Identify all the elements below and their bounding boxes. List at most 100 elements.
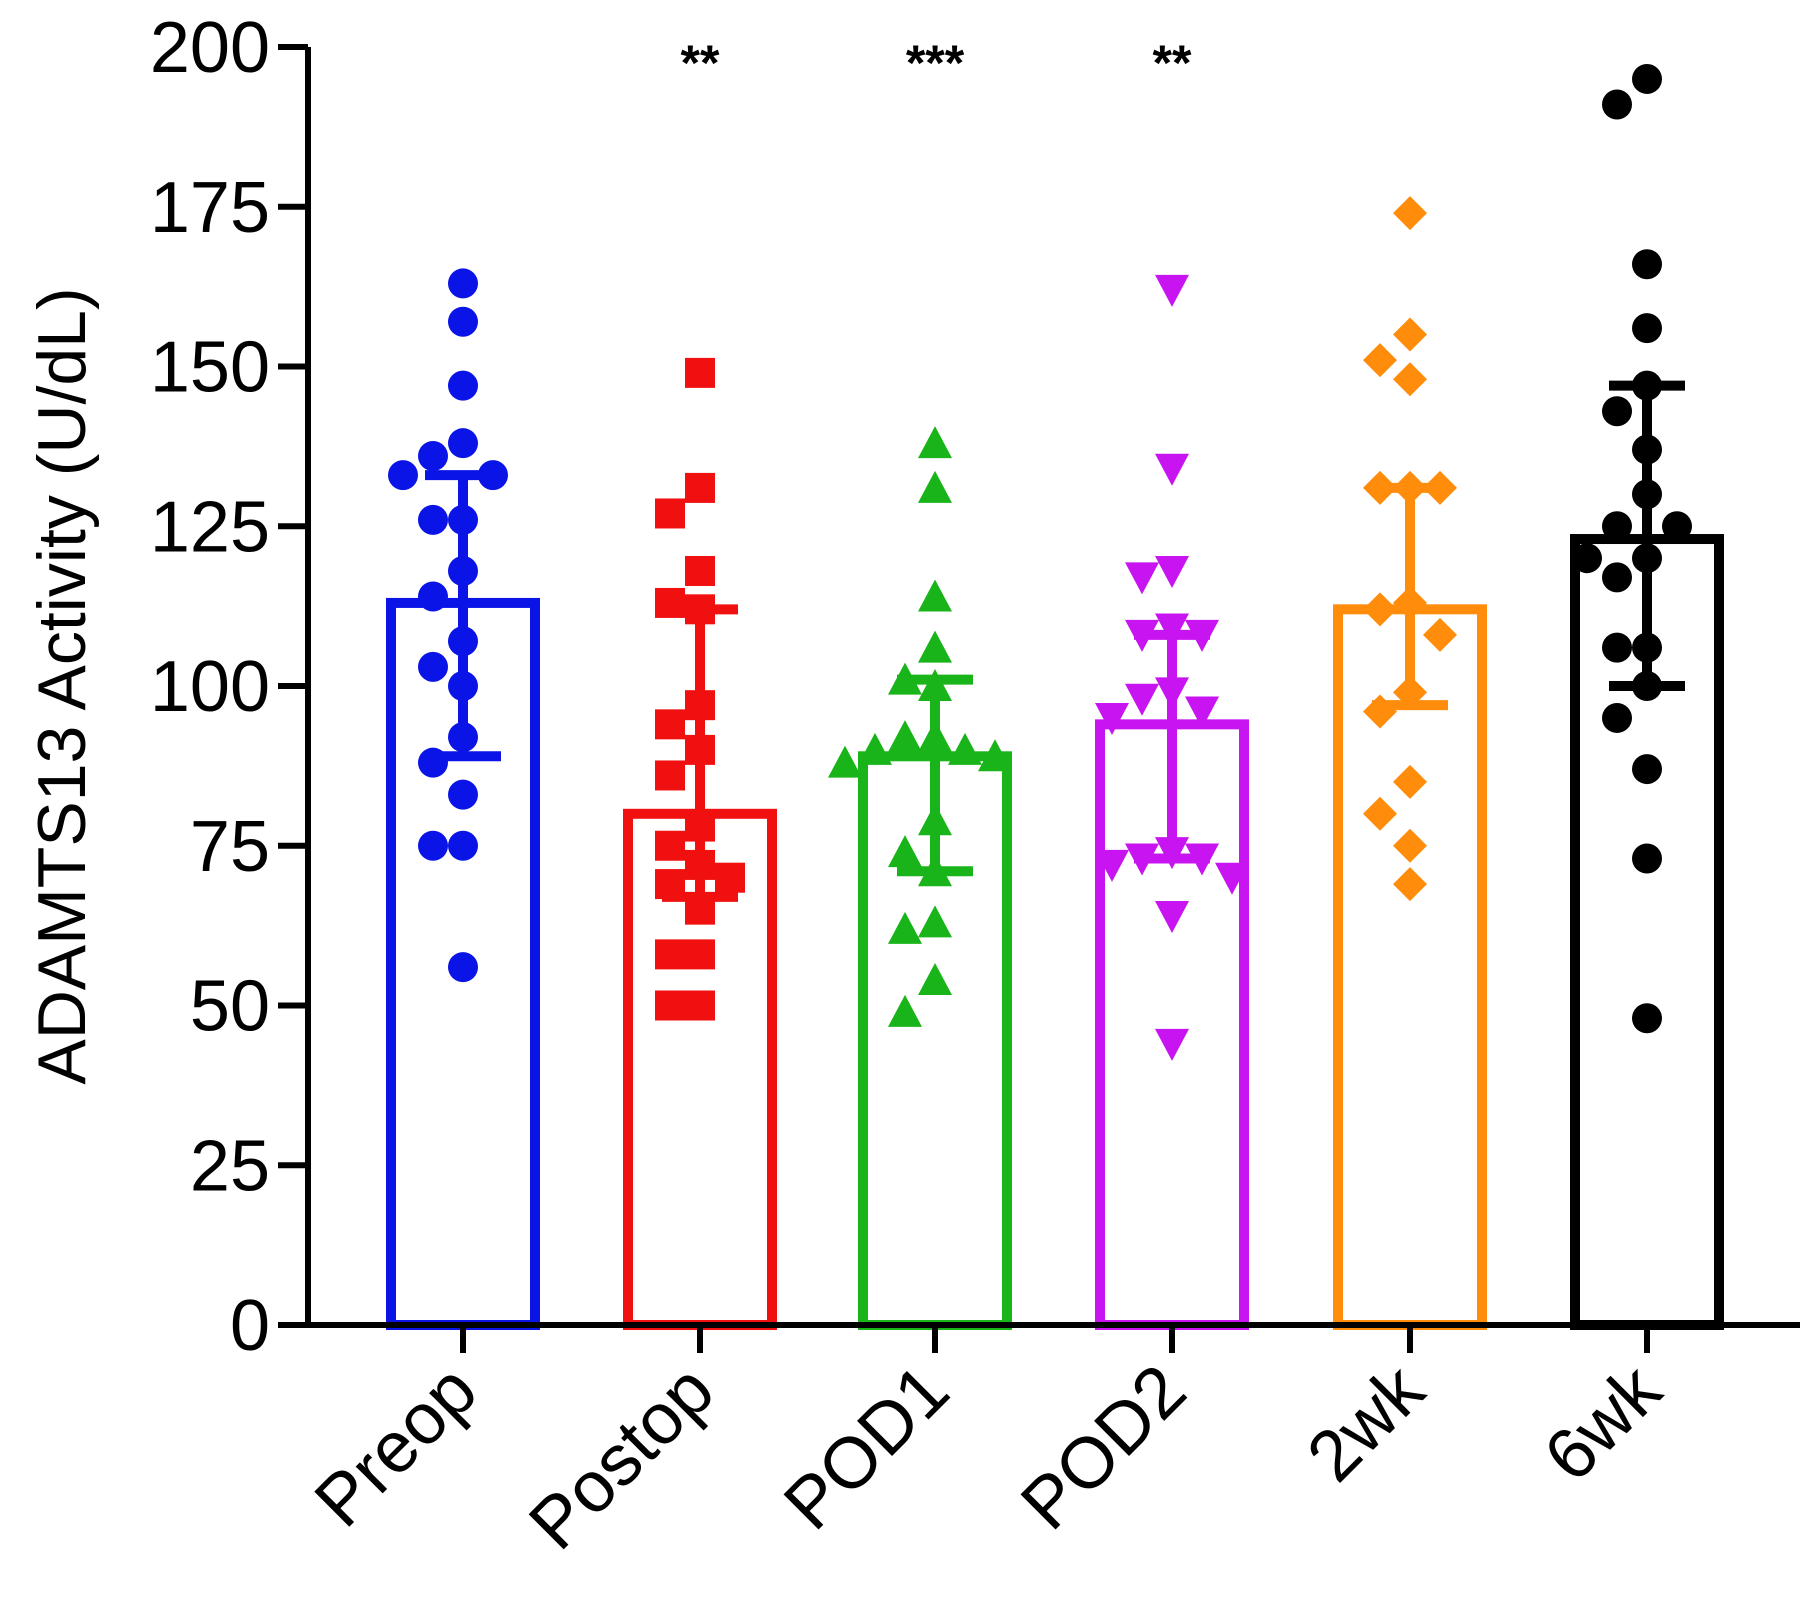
point-POD1-10 xyxy=(978,739,1012,772)
bars-layer xyxy=(386,534,1724,1330)
x-tick-label-Postop: Postop xyxy=(514,1350,729,1565)
errorbars-layer xyxy=(425,380,1685,902)
point-POD1-15 xyxy=(918,905,952,938)
point-Preop-16 xyxy=(448,779,478,810)
point-POD2-10 xyxy=(1095,702,1129,735)
point-POD2-2 xyxy=(1155,555,1189,588)
point-2wk-3 xyxy=(1393,362,1427,397)
point-Preop-19 xyxy=(448,952,478,983)
point-2wk-11 xyxy=(1363,694,1397,729)
y-axis-label: ADAMTS13 Activity (U/dL) xyxy=(24,287,100,1084)
point-2wk-1 xyxy=(1393,317,1427,352)
point-6wk-0 xyxy=(1632,63,1662,94)
point-6wk-18 xyxy=(1632,843,1662,874)
point-2wk-12 xyxy=(1393,764,1427,799)
point-POD2-4 xyxy=(1155,613,1189,646)
point-2wk-8 xyxy=(1363,592,1397,627)
point-POD2-14 xyxy=(1095,849,1129,882)
point-Preop-17 xyxy=(448,830,478,861)
significance-POD2: ** xyxy=(1153,35,1192,91)
point-Preop-18 xyxy=(418,830,448,861)
point-Postop-11 xyxy=(655,830,685,861)
point-Preop-12 xyxy=(418,651,448,682)
point-POD1-2 xyxy=(918,579,952,612)
point-Postop-9 xyxy=(655,760,685,791)
y-tick-label-0: 0 xyxy=(230,1286,270,1366)
point-6wk-3 xyxy=(1632,313,1662,344)
point-POD1-8 xyxy=(948,732,982,765)
point-2wk-15 xyxy=(1393,867,1427,902)
x-tick-label-2wk: 2wk xyxy=(1292,1349,1440,1497)
point-Postop-3 xyxy=(685,555,715,586)
point-6wk-2 xyxy=(1632,249,1662,280)
point-Preop-6 xyxy=(388,460,418,491)
y-tick-label-125: 125 xyxy=(150,487,270,567)
point-Postop-18 xyxy=(685,990,715,1021)
point-POD1-0 xyxy=(918,426,952,459)
x-tick-label-Preop: Preop xyxy=(300,1350,492,1542)
point-Preop-2 xyxy=(448,370,478,401)
point-Preop-4 xyxy=(418,440,448,471)
point-POD2-15 xyxy=(1215,862,1249,895)
point-POD1-18 xyxy=(888,994,922,1027)
point-POD2-0 xyxy=(1155,274,1189,307)
y-tick-label-200: 200 xyxy=(150,8,270,88)
point-POD1-13 xyxy=(888,835,922,868)
y-tick-label-75: 75 xyxy=(190,807,270,887)
point-Postop-2 xyxy=(655,498,685,529)
point-POD2-8 xyxy=(1125,683,1159,716)
point-POD1-17 xyxy=(918,962,952,995)
y-tick-label-25: 25 xyxy=(190,1126,270,1206)
point-6wk-12 xyxy=(1602,562,1632,593)
point-Postop-1 xyxy=(685,472,715,503)
y-tick-label-50: 50 xyxy=(190,967,270,1047)
point-2wk-2 xyxy=(1363,343,1397,378)
point-6wk-1 xyxy=(1602,89,1632,120)
y-tick-label-150: 150 xyxy=(150,328,270,408)
point-Postop-19 xyxy=(655,990,685,1021)
significance-labels: ** *** ** xyxy=(681,35,1192,91)
significance-POD1: *** xyxy=(906,35,965,91)
point-6wk-5 xyxy=(1602,396,1632,427)
x-tick-label-6wk: 6wk xyxy=(1529,1349,1677,1497)
y-ticks: 0 25 50 75 100 125 150 175 200 xyxy=(150,8,308,1366)
point-6wk-19 xyxy=(1632,1003,1662,1034)
point-POD1-3 xyxy=(918,630,952,663)
point-Postop-7 xyxy=(655,709,685,740)
point-2wk-9 xyxy=(1423,617,1457,652)
point-2wk-14 xyxy=(1393,828,1427,863)
point-POD2-9 xyxy=(1185,696,1219,729)
point-POD1-11 xyxy=(828,745,862,778)
point-Postop-16 xyxy=(685,939,715,970)
bar-2wk xyxy=(1333,604,1487,1330)
point-POD2-16 xyxy=(1155,901,1189,934)
point-6wk-11 xyxy=(1572,543,1602,574)
point-6wk-17 xyxy=(1632,754,1662,785)
point-6wk-16 xyxy=(1602,702,1632,733)
point-Preop-8 xyxy=(418,504,448,535)
point-POD1-16 xyxy=(888,911,922,944)
point-POD2-1 xyxy=(1155,453,1189,486)
y-tick-label-100: 100 xyxy=(150,647,270,727)
point-6wk-14 xyxy=(1602,632,1632,663)
point-POD1-9 xyxy=(858,732,892,765)
point-6wk-9 xyxy=(1662,511,1692,542)
point-Postop-0 xyxy=(685,357,715,388)
y-tick-label-175: 175 xyxy=(150,168,270,248)
point-Preop-3 xyxy=(448,428,478,459)
point-POD1-7 xyxy=(888,720,922,753)
point-6wk-8 xyxy=(1602,511,1632,542)
point-Preop-1 xyxy=(448,306,478,337)
x-tick-label-POD1: POD1 xyxy=(769,1350,964,1545)
point-Preop-10 xyxy=(418,581,448,612)
point-POD1-1 xyxy=(918,470,952,503)
point-Postop-13 xyxy=(715,862,745,893)
point-2wk-13 xyxy=(1363,796,1397,831)
point-Preop-0 xyxy=(448,268,478,299)
point-2wk-0 xyxy=(1393,196,1427,231)
point-POD2-3 xyxy=(1125,562,1159,595)
points-layer xyxy=(388,63,1692,1061)
point-Postop-17 xyxy=(655,939,685,970)
x-tick-label-POD2: POD2 xyxy=(1006,1350,1201,1545)
